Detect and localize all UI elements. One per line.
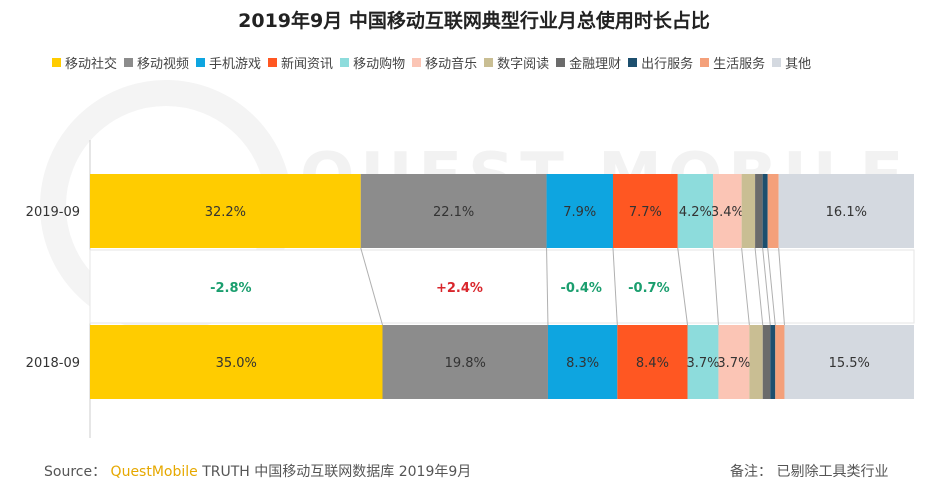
footnote: 备注： 已剔除工具类行业: [730, 464, 889, 480]
legend-label: 手机游戏: [209, 56, 262, 72]
connector-line: [778, 247, 785, 326]
bar-segment: [741, 174, 756, 248]
legend-item: 新闻资讯: [268, 53, 333, 72]
data-label: 4.2%: [679, 205, 712, 220]
connector-line: [546, 247, 549, 326]
data-label: 16.1%: [826, 205, 867, 220]
bar-segment: [749, 325, 763, 399]
connector-line: [767, 247, 776, 326]
bar-segment: [775, 325, 785, 399]
change-label: -2.8%: [210, 281, 251, 296]
data-label: 7.7%: [629, 205, 662, 220]
legend-label: 新闻资讯: [281, 56, 334, 72]
legend-swatch: [556, 57, 566, 67]
data-label: 22.1%: [433, 205, 474, 220]
bar-segment: [767, 174, 779, 248]
legend-swatch: [700, 57, 710, 67]
bar-segment: [755, 174, 763, 248]
connector-line: [612, 247, 618, 326]
change-label: -0.7%: [628, 281, 669, 296]
source-brand: QuestMobile: [110, 464, 198, 480]
legend-item: 移动视频: [124, 53, 189, 72]
source-prefix: Source：: [44, 464, 107, 480]
data-label: 8.3%: [566, 356, 599, 371]
bar-segment: [762, 174, 768, 248]
legend-swatch: [124, 57, 134, 67]
bar-segment: [382, 325, 548, 399]
legend-item: 手机游戏: [196, 53, 261, 72]
bar-segment: [718, 325, 750, 399]
legend-item: 生活服务: [700, 53, 765, 72]
change-band: [89, 249, 915, 324]
connector-line: [360, 247, 383, 326]
legend-swatch: [412, 57, 422, 67]
connector-line: [677, 247, 689, 326]
connector-line: [762, 247, 771, 326]
legend-label: 移动音乐: [425, 56, 478, 72]
connector-line: [754, 247, 764, 326]
bar-segment: [778, 174, 914, 248]
bar-segment: [713, 174, 742, 248]
legend-item: 移动音乐: [412, 53, 477, 72]
category-label: 2018-09: [26, 356, 80, 371]
bar-segment: [687, 325, 719, 399]
legend-swatch: [772, 57, 782, 67]
legend-label: 移动购物: [353, 56, 406, 72]
data-label: 15.5%: [829, 356, 870, 371]
bar-segment: [360, 174, 547, 248]
chart-title: 2019年9月 中国移动互联网典型行业月总使用时长占比: [238, 10, 710, 32]
legend-label: 生活服务: [713, 56, 766, 72]
legend-item: 其他: [772, 53, 811, 72]
data-label: 7.9%: [563, 205, 596, 220]
change-label: +2.4%: [436, 281, 483, 296]
legend-swatch: [340, 57, 350, 67]
legend-swatch: [52, 57, 61, 67]
legend-item: 出行服务: [628, 53, 693, 72]
legend-label: 数字阅读: [497, 56, 550, 72]
connector-line: [741, 247, 750, 326]
legend-item: 移动购物: [340, 53, 405, 72]
chart-legend: 移动社交 移动视频 手机游戏 新闻资讯 移动购物 移动音乐 数字阅读 金融理财 出行服务 生活服务…: [52, 52, 932, 72]
legend-item: 金融理财: [556, 53, 621, 72]
legend-label: 其他: [785, 56, 812, 72]
data-label: 19.8%: [445, 356, 486, 371]
legend-label: 金融理财: [569, 56, 622, 72]
legend-label: 出行服务: [641, 56, 694, 72]
data-label: 3.4%: [711, 205, 744, 220]
legend-item: 数字阅读: [484, 53, 549, 72]
legend-item: 移动社交: [52, 53, 117, 72]
bar-segment: [546, 174, 613, 248]
data-label: 3.7%: [717, 356, 750, 371]
bar-segment: [90, 174, 361, 248]
bar-segment: [617, 325, 688, 399]
bar-segment: [612, 174, 678, 248]
data-label: 35.0%: [216, 356, 257, 371]
bar-segment: [770, 325, 776, 399]
data-label: 32.2%: [205, 205, 246, 220]
legend-swatch: [484, 57, 494, 67]
connector-line: [712, 247, 719, 326]
legend-swatch: [196, 57, 206, 67]
bar-segment: [547, 325, 618, 399]
legend-swatch: [628, 57, 638, 67]
source-text: TRUTH 中国移动互联网数据库 2019年9月: [202, 464, 472, 480]
data-label: 3.7%: [686, 356, 719, 371]
change-label: -0.4%: [560, 281, 601, 296]
legend-swatch: [268, 57, 278, 67]
legend-label: 移动社交: [65, 56, 118, 72]
bar-segment: [90, 325, 383, 399]
data-label: 8.4%: [636, 356, 669, 371]
legend-label: 移动视频: [137, 56, 190, 72]
bar-segment: [677, 174, 714, 248]
category-label: 2019-09: [26, 205, 80, 220]
source-note: Source： QuestMobile TRUTH 中国移动互联网数据库 201…: [44, 461, 471, 481]
bar-segment: [784, 325, 914, 399]
bar-segment: [762, 325, 771, 399]
